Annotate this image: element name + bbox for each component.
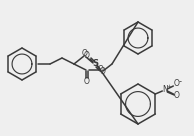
Text: O: O [173,92,179,101]
Text: S: S [92,60,98,69]
Text: O: O [98,64,104,73]
Text: O: O [82,50,88,58]
Text: O: O [100,67,106,76]
Text: O: O [84,52,90,61]
Text: +: + [166,84,171,89]
Text: O: O [173,80,179,89]
Text: N: N [162,86,168,95]
Text: O: O [84,78,90,86]
Text: -: - [179,78,182,86]
